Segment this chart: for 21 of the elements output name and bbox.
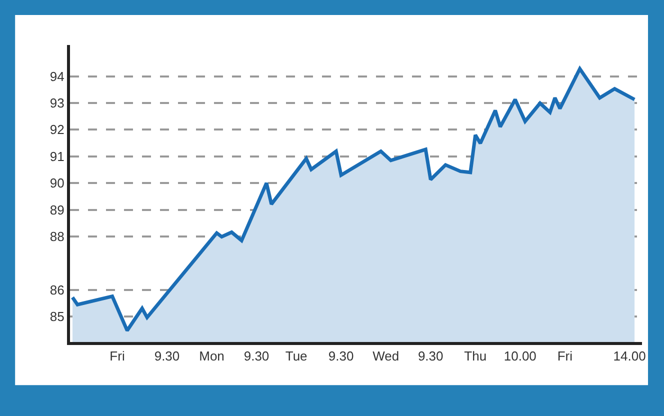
y-tick-label: 88 [50, 229, 64, 244]
y-tick-label: 92 [50, 122, 64, 138]
y-tick-label: 90 [50, 176, 64, 191]
x-tick-label: 14.00 [613, 348, 646, 364]
x-tick-label: Wed [372, 348, 400, 364]
y-tick-label: 91 [50, 148, 64, 164]
y-tick-label: 85 [50, 309, 64, 324]
x-tick-label: 9.30 [154, 348, 180, 364]
x-tick-label: Fri [557, 348, 573, 364]
y-tick-label: 94 [50, 68, 64, 84]
y-tick-label: 86 [50, 282, 64, 298]
y-tick-label: 89 [50, 202, 64, 218]
x-tick-label: 9.30 [418, 348, 444, 364]
y-tick-label: 93 [50, 96, 64, 111]
x-tick-label: 9.30 [244, 348, 270, 364]
x-tick-label: Mon [199, 348, 224, 364]
x-tick-label: Fri [110, 348, 125, 364]
x-tick-label: 9.30 [328, 348, 354, 364]
x-tick-label: 10.00 [504, 348, 536, 364]
x-tick-label: Tue [285, 348, 308, 364]
x-tick-label: Thu [464, 348, 487, 364]
